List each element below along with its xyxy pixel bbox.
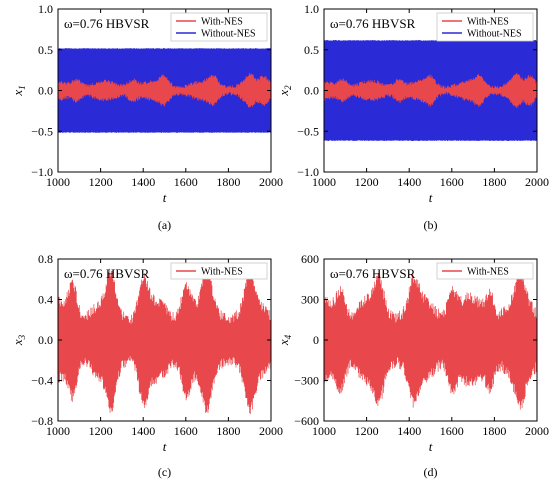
x-tick-label: 1600 (174, 424, 198, 438)
y-tick-label: 0.0 (38, 333, 53, 347)
panel-annotation: ω=0.76 HBVSR (330, 16, 416, 31)
y-tick-label: −300 (294, 374, 319, 388)
panel-label: (c) (158, 465, 171, 479)
x-tick-label: 1600 (174, 175, 198, 189)
plot-area (324, 39, 537, 142)
legend-label: Without-NES (467, 29, 522, 40)
plot-area (58, 264, 271, 414)
panel-label: (b) (424, 218, 438, 232)
panel-a: 1000 1200 1400 1600 1800 2000 1.0 0.5 0.0 −0.5 −1.… (10, 2, 283, 232)
y-tick-label: 0.0 (38, 84, 53, 98)
legend: With-NES (170, 262, 268, 280)
y-tick-label: 1.0 (38, 2, 53, 16)
plot-area (58, 48, 271, 133)
y-axis-label: x4 (276, 334, 293, 346)
panel-annotation: ω=0.76 HBVSR (330, 266, 416, 281)
y-tick-label: 1.0 (304, 2, 319, 16)
y-tick-label: 0.8 (38, 252, 53, 266)
x-tick-label: 1800 (482, 175, 506, 189)
legend-label: With-NES (201, 17, 243, 28)
x-tick-label: 1800 (216, 175, 240, 189)
panel-label: (a) (158, 218, 171, 232)
y-tick-label: −0.5 (297, 124, 319, 138)
legend-box (436, 12, 534, 42)
series-line-with-nes (58, 72, 271, 108)
y-tick-label: 0.4 (38, 293, 53, 307)
y-tick-label: −0.4 (31, 374, 53, 388)
y-axis-label: x3 (10, 334, 27, 346)
legend-label: With-NES (467, 267, 509, 278)
y-tick-label: 300 (301, 293, 319, 307)
x-tick-label: 1400 (131, 175, 155, 189)
y-tick-label: 0 (313, 333, 319, 347)
x-tick-label: 1400 (397, 424, 421, 438)
series-line-with-nes (324, 73, 537, 109)
y-tick-label: 0.5 (304, 43, 319, 57)
x-tick-label: 1800 (216, 424, 240, 438)
series-line-with-nes (324, 270, 537, 410)
legend-label: Without-NES (201, 29, 256, 40)
x-tick-label: 2000 (525, 424, 549, 438)
legend-label: With-NES (201, 267, 243, 278)
panel-b: 1000 1200 1400 1600 1800 2000 1.0 0.5 0.0 −0.5 −1.… (276, 2, 549, 232)
legend-label: With-NES (467, 17, 509, 28)
panel-label: (d) (424, 465, 438, 479)
x-axis-label: t (163, 190, 167, 205)
y-tick-label: −600 (294, 414, 319, 428)
x-tick-label: 1000 (46, 175, 70, 189)
x-tick-label: 1600 (440, 175, 464, 189)
y-tick-label: −1.0 (31, 165, 53, 179)
x-tick-label: 1800 (482, 424, 506, 438)
x-axis-label: t (429, 439, 433, 454)
x-tick-label: 1600 (440, 424, 464, 438)
x-tick-label: 1200 (355, 424, 379, 438)
legend: With-NES (436, 262, 534, 280)
panel-c: 1000 1200 1400 1600 1800 2000 0.8 0.4 0.0 −0.4 −0.… (10, 252, 283, 479)
series-line-without-nes (324, 39, 537, 142)
x-tick-label: 2000 (259, 175, 283, 189)
y-tick-label: −0.8 (31, 414, 53, 428)
legend-box (170, 12, 268, 42)
panel-annotation: ω=0.76 HBVSR (64, 16, 150, 31)
x-tick-label: 1400 (397, 175, 421, 189)
x-tick-label: 1000 (312, 175, 336, 189)
x-tick-label: 2000 (525, 175, 549, 189)
series-line-with-nes (58, 264, 271, 414)
x-axis-label: t (163, 439, 167, 454)
y-tick-label: 0.5 (38, 43, 53, 57)
x-tick-label: 1200 (89, 424, 113, 438)
x-tick-label: 1000 (46, 424, 70, 438)
panel-annotation: ω=0.76 HBVSR (64, 266, 150, 281)
y-tick-label: −1.0 (297, 165, 319, 179)
x-tick-label: 1000 (312, 424, 336, 438)
x-tick-label: 2000 (259, 424, 283, 438)
legend-box (170, 262, 268, 280)
x-axis-label: t (429, 190, 433, 205)
plot-area (324, 270, 537, 410)
x-tick-label: 1200 (89, 175, 113, 189)
y-axis-label: x1 (10, 85, 27, 96)
series-line-without-nes (58, 48, 271, 133)
y-tick-label: 600 (301, 252, 319, 266)
y-axis-label: x2 (276, 85, 293, 97)
x-tick-label: 1200 (355, 175, 379, 189)
y-tick-label: −0.5 (31, 124, 53, 138)
y-tick-label: 0.0 (304, 84, 319, 98)
x-tick-label: 1400 (131, 424, 155, 438)
legend-box (436, 262, 534, 280)
panel-d: 1000 1200 1400 1600 1800 2000 600 300 0 −300 −600 t… (276, 252, 549, 479)
